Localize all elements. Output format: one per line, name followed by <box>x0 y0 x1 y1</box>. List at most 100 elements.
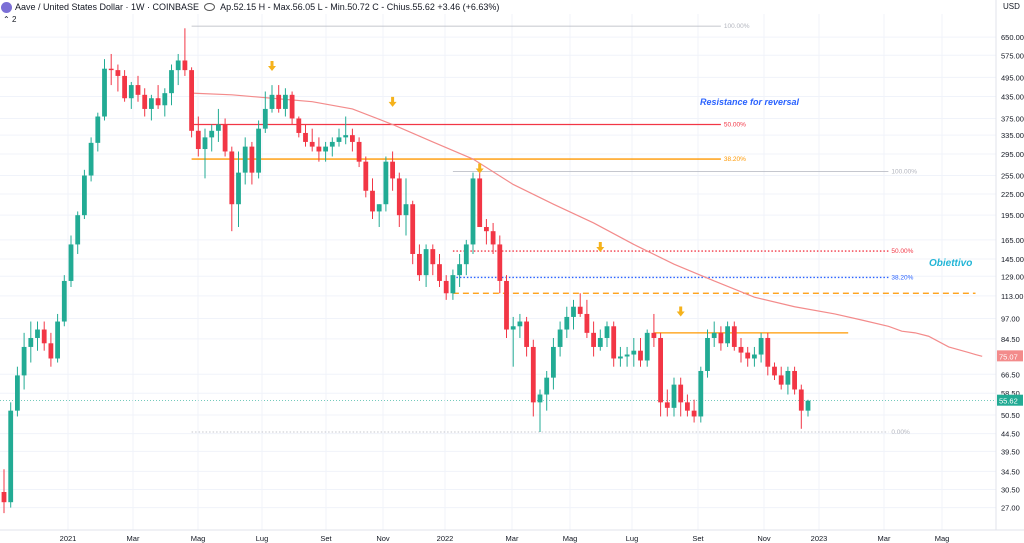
candle-body <box>222 124 228 152</box>
candle-body <box>631 350 637 355</box>
candle-body <box>517 321 523 327</box>
price-tick-label: 84.50 <box>1001 335 1020 344</box>
candle <box>517 313 523 338</box>
eye-icon[interactable] <box>204 3 216 11</box>
time-tick-label: Set <box>692 534 704 543</box>
candle <box>269 85 275 113</box>
candle <box>705 329 710 378</box>
candle-body <box>88 142 94 176</box>
time-tick-label: 2023 <box>811 534 828 543</box>
candle <box>564 306 570 338</box>
candle <box>242 137 248 185</box>
candle-body <box>691 410 697 417</box>
time-axis: 2021 Mar Mag Lug Set Nov 2022 Mar Mag Lug Set Nov 20… <box>0 529 1024 543</box>
candle <box>329 137 335 157</box>
candle <box>276 85 282 113</box>
candle-body <box>296 118 302 133</box>
candle <box>35 321 40 351</box>
candle <box>175 53 181 86</box>
candle <box>765 332 771 376</box>
candle <box>75 211 81 254</box>
candle <box>685 394 690 417</box>
candle <box>484 219 489 245</box>
candle <box>363 156 369 198</box>
candle <box>718 326 724 351</box>
candle-body <box>731 326 737 347</box>
candle-body <box>149 98 154 109</box>
candle <box>216 108 221 142</box>
price-tick-label: 650.00 <box>1001 33 1024 42</box>
indicator-toggle[interactable]: ⌃ 2 <box>3 15 17 24</box>
fib-level-label: 50.00% <box>891 248 913 255</box>
candle <box>551 337 556 390</box>
candle-body <box>417 253 422 276</box>
candle <box>88 137 94 182</box>
candle <box>738 337 744 363</box>
candle <box>618 346 623 367</box>
candle-body <box>95 116 101 143</box>
price-tick-label: 335.00 <box>1001 131 1024 140</box>
candle-body <box>142 94 148 109</box>
candle-body <box>490 231 496 245</box>
candle <box>671 377 677 417</box>
candle-body <box>229 151 235 205</box>
candle <box>537 389 543 433</box>
candle-body <box>430 249 436 265</box>
candle <box>249 141 255 185</box>
candle <box>336 128 342 147</box>
candle <box>162 88 168 117</box>
price-tick-label: 58.50 <box>1001 389 1020 398</box>
candle-body <box>792 370 797 390</box>
candle <box>604 321 610 347</box>
candle <box>698 366 704 423</box>
chart-header: Aave / United States Dollar · 1W · COINB… <box>0 0 499 14</box>
candle-body <box>544 377 550 395</box>
candle-body <box>289 94 295 119</box>
last-price-badge <box>997 394 1023 406</box>
candle <box>470 172 476 254</box>
candle-body <box>61 280 67 322</box>
price-tick-label: 435.00 <box>1001 93 1024 102</box>
candle <box>463 239 469 276</box>
down-arrow-icon <box>596 241 605 252</box>
candle <box>222 118 228 157</box>
candle <box>135 75 141 102</box>
candle-body <box>798 389 804 411</box>
candle <box>758 332 764 363</box>
candle-body <box>35 329 40 338</box>
resistance-note: Resistance for reversal <box>700 97 800 107</box>
candle <box>664 389 670 417</box>
candle-body <box>557 329 563 347</box>
last-price-label: 55.62 <box>999 397 1018 406</box>
candle <box>497 235 503 294</box>
candle-body <box>604 326 610 338</box>
candle-body <box>597 337 603 347</box>
symbol-title[interactable]: Aave / United States Dollar · 1W · COINB… <box>15 2 200 12</box>
candle <box>28 321 34 363</box>
candle-body <box>463 244 469 265</box>
candle <box>597 329 603 351</box>
ma-price-label: 75.07 <box>999 352 1018 361</box>
candle <box>450 269 456 300</box>
candle <box>577 293 583 317</box>
candle <box>356 137 362 168</box>
down-arrow-icon <box>475 163 484 174</box>
candle-body <box>564 316 570 330</box>
candle <box>396 172 402 228</box>
candle-body <box>249 146 255 173</box>
candle-body <box>316 146 322 152</box>
candle-body <box>484 227 489 232</box>
candle <box>390 151 395 191</box>
candle <box>370 178 375 220</box>
candle-body <box>128 85 134 99</box>
time-tick-label: Mag <box>563 534 578 543</box>
candle <box>691 399 697 423</box>
candle <box>745 346 751 367</box>
price-tick-label: 129.00 <box>1001 272 1024 281</box>
candle <box>1 469 7 514</box>
candle-body <box>685 402 690 411</box>
price-tick-label: 113.00 <box>1001 292 1023 301</box>
candle <box>785 366 791 395</box>
candle-body <box>805 400 811 411</box>
